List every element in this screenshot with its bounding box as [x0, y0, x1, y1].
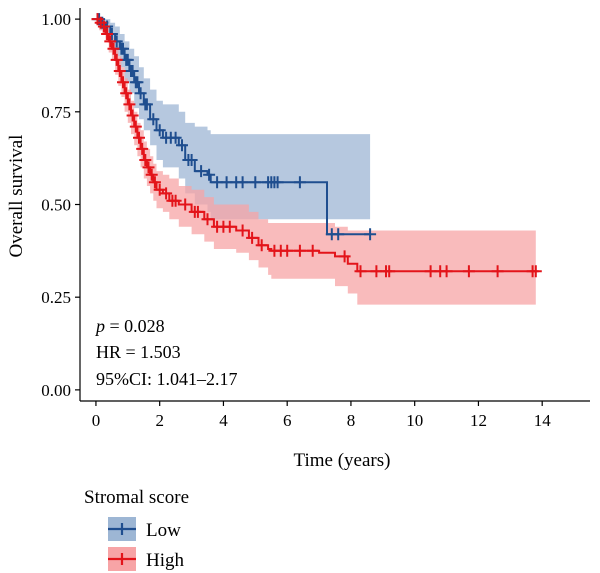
censor-mark-high	[129, 120, 142, 133]
ci-annotation: 95%CI: 1.041–2.17	[96, 369, 238, 389]
censor-mark-low	[364, 228, 377, 241]
censor-mark-high	[281, 244, 294, 257]
confidence-bands	[95, 19, 536, 309]
censor-mark-high	[160, 187, 173, 200]
p-value-annotation: p = 0.028	[94, 316, 165, 336]
censor-mark-low	[249, 176, 262, 189]
censor-mark-high	[136, 142, 149, 155]
censor-mark-low	[134, 87, 147, 100]
y-ticks: 0.00 0.25 0.50 0.75 1.00	[41, 10, 80, 400]
x-tick-label: 0	[92, 411, 101, 430]
censor-mark-high	[101, 28, 114, 40]
y-axis-title: Overall survival	[6, 135, 27, 258]
x-tick-label: 6	[283, 411, 292, 430]
x-tick-label: 2	[155, 411, 164, 430]
censor-mark-low	[126, 65, 139, 77]
x-ticks: 0 2 4 6 8 10 12 14	[92, 401, 552, 430]
censor-mark-high	[201, 213, 214, 226]
censor-mark-high	[236, 224, 249, 237]
censor-mark-low	[236, 176, 249, 189]
censor-mark-high	[145, 168, 158, 181]
censor-mark-low	[293, 176, 306, 189]
censor-mark-low	[131, 76, 144, 89]
censor-mark-high	[123, 98, 136, 111]
ci-band-low	[95, 19, 371, 309]
censor-mark-high	[113, 65, 126, 77]
y-tick-label: 0.25	[41, 288, 71, 307]
censor-mark-low	[185, 154, 198, 166]
censor-mark-high	[338, 250, 351, 263]
y-tick-label: 0.75	[41, 103, 71, 122]
censor-mark-high	[293, 244, 306, 257]
censor-mark-high	[126, 109, 139, 122]
x-axis-title: Time (years)	[294, 450, 391, 471]
legend-title: Stromal score	[84, 487, 189, 508]
censor-mark-high	[462, 265, 475, 278]
ci-band-high	[95, 19, 536, 305]
hr-annotation: HR = 1.503	[96, 342, 181, 362]
censor-mark-low	[140, 98, 153, 111]
censor-mark-high	[169, 194, 182, 207]
censor-mark-high	[529, 265, 542, 278]
legend: Stromal score Low High	[84, 487, 189, 571]
censor-mark-high	[306, 244, 319, 257]
censor-mark-high	[107, 42, 120, 55]
censor-mark-high	[142, 161, 155, 174]
x-tick-label: 14	[534, 411, 552, 430]
censor-mark-low	[195, 165, 208, 178]
x-tick-label: 8	[347, 411, 356, 430]
censor-mark-low	[332, 228, 345, 241]
p-value: = 0.028	[105, 316, 165, 336]
censor-mark-low	[176, 139, 188, 152]
censor-mark-high	[383, 265, 396, 278]
censor-mark-high	[139, 154, 152, 166]
censor-mark-low	[169, 131, 182, 144]
censor-mark-high	[153, 183, 166, 196]
x-tick-label: 4	[219, 411, 228, 430]
censor-mark-high	[110, 53, 123, 66]
censor-mark-high	[117, 76, 129, 89]
legend-high-label: High	[146, 550, 185, 571]
censor-marks	[91, 13, 542, 278]
censor-mark-high	[179, 198, 192, 211]
censor-mark-high	[133, 131, 145, 144]
censor-mark-low	[147, 113, 160, 126]
y-tick-label: 1.00	[41, 10, 71, 29]
x-tick-label: 12	[470, 411, 487, 430]
p-symbol: p	[94, 316, 105, 336]
y-tick-label: 0.50	[41, 196, 71, 215]
censor-mark-high	[120, 87, 133, 100]
censor-mark-high	[223, 220, 236, 233]
censor-mark-high	[246, 231, 259, 244]
x-tick-label: 10	[406, 411, 423, 430]
censor-mark-high	[191, 205, 204, 218]
legend-low-label: Low	[146, 520, 181, 541]
censor-mark-high	[97, 20, 110, 33]
censor-mark-low	[271, 176, 284, 189]
censor-mark-low	[153, 124, 166, 137]
censor-mark-high	[148, 176, 161, 189]
y-tick-label: 0.00	[41, 381, 71, 400]
censor-mark-high	[491, 265, 504, 278]
censor-mark-high	[440, 265, 453, 278]
censor-mark-high	[354, 265, 367, 278]
censor-mark-high	[255, 239, 268, 252]
censor-mark-low	[121, 53, 134, 66]
censor-mark-low	[203, 168, 216, 181]
censor-mark-high	[104, 35, 117, 48]
